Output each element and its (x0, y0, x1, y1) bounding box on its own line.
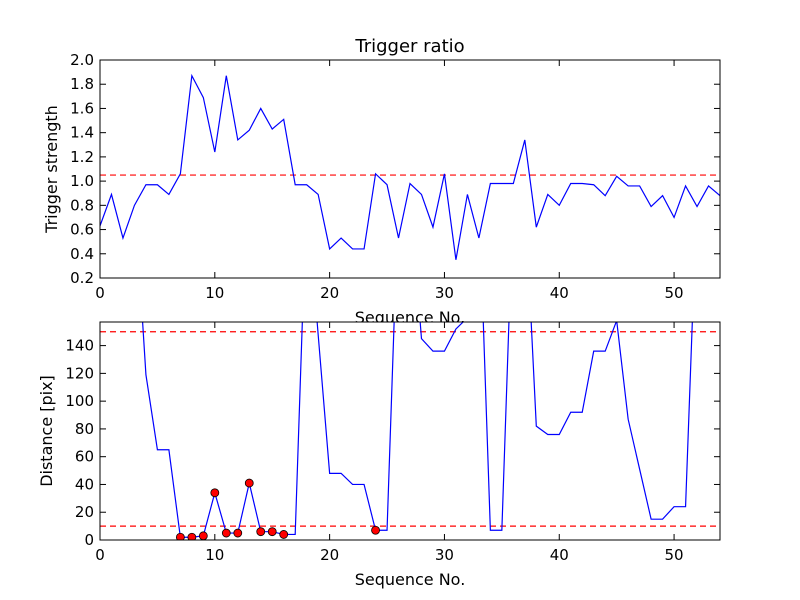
y-tick-label: 20 (75, 503, 94, 521)
axes-frame (99, 321, 721, 541)
x-axis-label: Sequence No. (355, 570, 466, 589)
x-tick-label: 20 (320, 546, 339, 564)
data-point (279, 530, 289, 539)
y-tick-label: 40 (75, 475, 94, 493)
y-tick-label: 120 (65, 364, 94, 382)
axes-frame (99, 59, 721, 279)
y-tick-label: 2.0 (70, 51, 94, 69)
data-point (233, 528, 243, 538)
threshold-lines (100, 331, 720, 527)
y-tick-label: 80 (75, 420, 94, 438)
x-tick-label: 10 (205, 284, 224, 302)
data-point (371, 525, 380, 535)
y-tick-label: 0.8 (70, 196, 94, 214)
series-lines (100, 73, 720, 260)
y-tick-label: 1.6 (70, 99, 94, 117)
y-tick-label: 1.0 (70, 172, 94, 190)
data-point (210, 488, 220, 498)
series-line (100, 73, 720, 260)
tick-marks (99, 322, 720, 541)
tick-labels: 0 10 20 30 40 50 0 20 40 60 80 100 120 140 (65, 337, 683, 564)
y-tick-label: 0.4 (70, 245, 94, 263)
series-markers (175, 478, 380, 540)
y-tick-label: 1.4 (70, 124, 94, 142)
y-tick-label: 1.8 (70, 75, 94, 93)
plot-area (100, 322, 720, 540)
y-tick-label: 60 (75, 448, 94, 466)
data-point (244, 478, 254, 488)
y-axis-label: Distance [pix] (37, 375, 56, 487)
y-tick-label: 0 (84, 531, 94, 549)
data-point (198, 531, 208, 540)
data-point (221, 528, 231, 538)
x-tick-label: 50 (665, 284, 684, 302)
tick-marks (99, 59, 720, 279)
plot-area (100, 60, 720, 278)
data-point (187, 532, 197, 540)
x-tick-label: 10 (205, 546, 224, 564)
distance-chart: 0 10 20 30 40 50 0 20 40 60 80 100 120 140 Sequence N… (37, 321, 721, 589)
y-tick-label: 0.6 (70, 221, 94, 239)
x-tick-label: 30 (435, 284, 454, 302)
y-tick-label: 140 (65, 337, 94, 355)
x-tick-label: 40 (550, 284, 569, 302)
data-point (256, 527, 266, 537)
x-tick-label: 0 (95, 284, 105, 302)
y-tick-label: 0.2 (70, 269, 94, 287)
data-point (175, 532, 185, 540)
data-point (267, 527, 277, 537)
tick-labels: 0 10 20 30 40 50 0.2 0.4 0.6 0.8 1.0 1.2 1.4 1.6 1.8 2.… (70, 51, 683, 302)
x-tick-label: 0 (95, 546, 105, 564)
x-tick-label: 50 (665, 546, 684, 564)
y-tick-label: 1.2 (70, 148, 94, 166)
x-tick-label: 30 (435, 546, 454, 564)
x-tick-label: 20 (320, 284, 339, 302)
x-tick-label: 40 (550, 546, 569, 564)
trigger-ratio-chart: 0 10 20 30 40 50 0.2 0.4 0.6 0.8 1.0 1.2 1.4 1.6 1.8 2.… (42, 36, 721, 327)
chart-title: Trigger ratio (354, 36, 464, 57)
y-tick-label: 100 (65, 392, 94, 410)
y-axis-label: Trigger strength (42, 105, 61, 234)
